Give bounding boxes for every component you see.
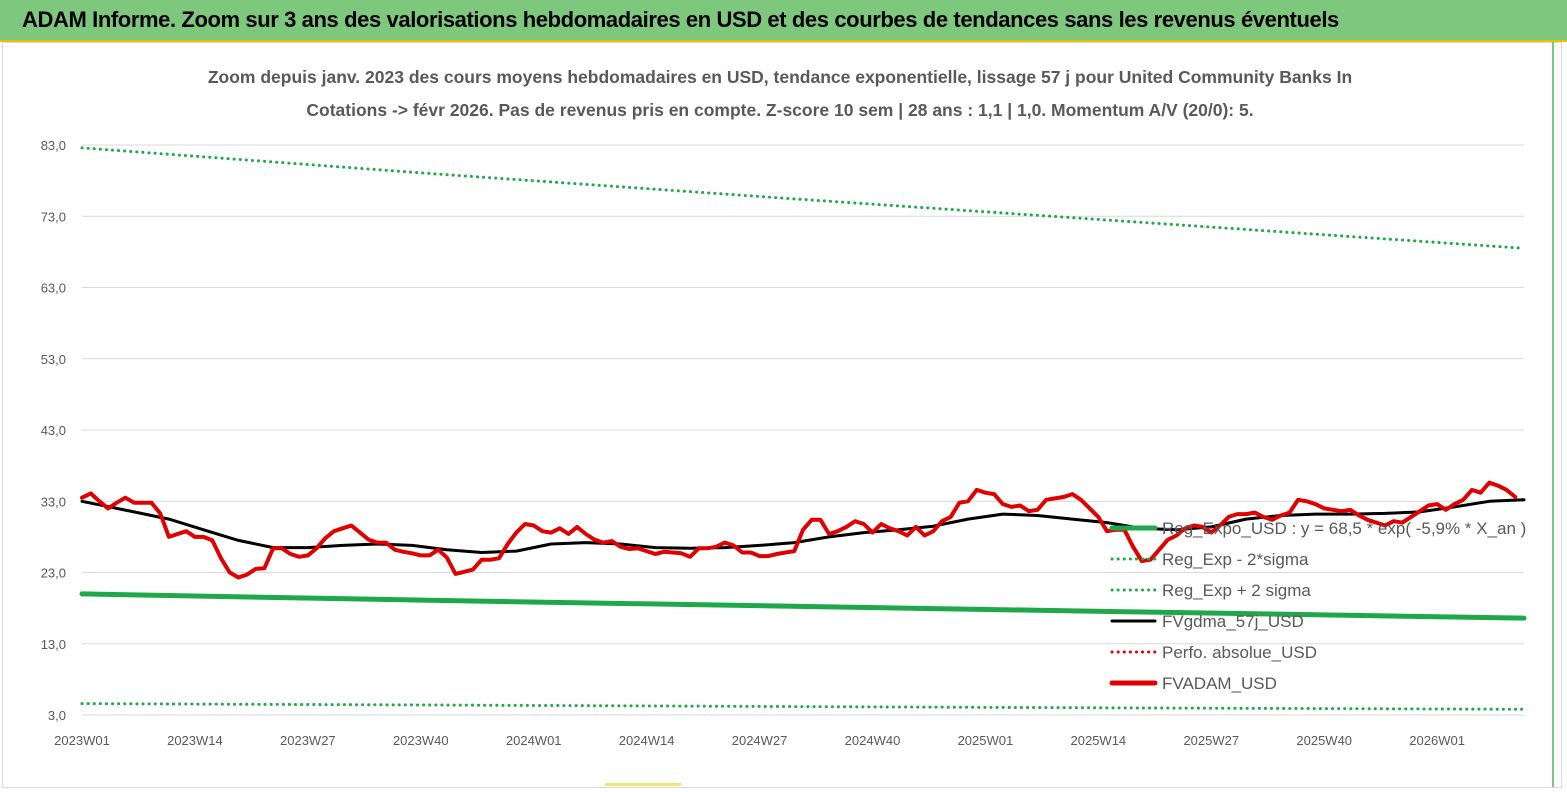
y-tick-label: 23,0 [41,566,66,581]
y-tick-label: 63,0 [41,281,66,296]
series-line [80,702,1526,711]
x-tick-label: 2023W40 [393,733,449,748]
x-tick-label: 2024W01 [506,733,562,748]
x-tick-label: 2023W27 [280,733,336,748]
x-tick-label: 2023W01 [54,733,110,748]
x-tick-label: 2023W14 [167,733,223,748]
y-tick-label: 73,0 [41,209,66,224]
x-tick-label: 2025W14 [1071,733,1127,748]
x-tick-label: 2024W14 [619,733,675,748]
y-tick-label: 3,0 [48,708,66,723]
y-axis-tick-labels: 3,0 13,0 23,0 33,0 43,0 53,0 63,0 73,0 83,0 [41,138,66,723]
banner-title: ADAM Informe. Zoom sur 3 ans des valoris… [22,7,1339,32]
chart-title-line-2: Cotations -> févr 2026. Pas de revenus p… [306,100,1253,120]
gridlines [82,144,1524,716]
bottom-marker [605,783,681,786]
y-tick-label: 53,0 [41,352,66,367]
x-tick-label: 2026W01 [1409,733,1465,748]
legend: Reg_Expo_USD : y = 68,5 * exp( -5,9% * X… [1109,519,1526,693]
chart-frame [2,42,1562,788]
y-tick-label: 33,0 [41,494,66,509]
legend-label: FVgdma_57j_USD [1162,612,1304,631]
series-line [80,480,1518,580]
legend-label: FVADAM_USD [1162,674,1277,693]
x-tick-label: 2024W40 [845,733,901,748]
series-line [79,591,1527,621]
y-tick-label: 43,0 [41,423,66,438]
header-banner: ADAM Informe. Zoom sur 3 ans des valoris… [0,0,1567,42]
x-tick-label: 2025W40 [1296,733,1352,748]
legend-label: Perfo. absolue_USD [1162,643,1317,662]
y-tick-label: 83,0 [41,138,66,153]
x-tick-label: 2024W27 [732,733,788,748]
chart-title-line-1: Zoom depuis janv. 2023 des cours moyens … [208,67,1352,87]
x-tick-label: 2025W27 [1183,733,1239,748]
legend-label: Reg_Exp + 2 sigma [1162,581,1311,600]
x-axis-tick-labels: 2023W01 2023W14 2023W27 2023W40 2024W01 2024W… [54,733,1465,748]
y-tick-label: 13,0 [41,637,66,652]
series-lines [79,146,1527,711]
legend-label: Reg_Expo_USD : y = 68,5 * exp( -5,9% * X… [1162,519,1526,538]
x-tick-label: 2025W01 [958,733,1014,748]
series-line [80,146,1526,250]
legend-label: Reg_Exp - 2*sigma [1162,550,1309,569]
right-edge-bar [1552,42,1554,787]
